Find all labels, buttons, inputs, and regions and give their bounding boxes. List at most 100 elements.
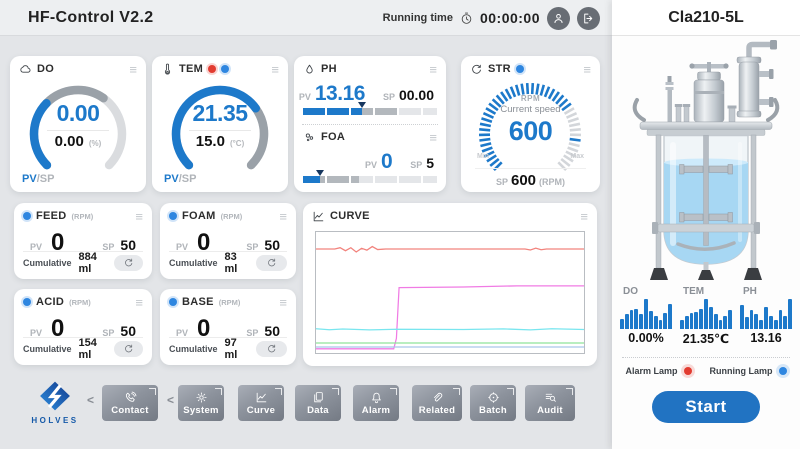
sp-label: SP (246, 328, 259, 338)
sp-label: SP (246, 242, 259, 252)
cumulative-value: 83 ml (224, 250, 238, 275)
curve-icon (256, 392, 266, 402)
nav-data-button[interactable]: Data (295, 385, 341, 421)
foam-bubbles-icon (305, 133, 314, 141)
audit-list-icon (545, 393, 556, 402)
bell-icon (371, 392, 381, 403)
menu-icon[interactable]: ≡ (583, 61, 591, 77)
do-mini-value: 0.00% (628, 331, 664, 345)
card-title: TEM (179, 63, 204, 75)
bottom-nav: HOLVES < Contact < System Curve Data Ala… (0, 381, 612, 425)
cumulative-label: Cumulative (23, 343, 72, 354)
menu-icon[interactable]: ≡ (580, 208, 588, 224)
tem-sp-value: 15.0 (195, 133, 225, 150)
pump-title: FOAM (182, 210, 216, 222)
current-speed-label: Current speed (500, 104, 561, 115)
pump-pv-value: 0 (51, 229, 65, 256)
bioreactor-illustration (632, 40, 780, 280)
nav-label: Batch (479, 404, 507, 416)
gear-icon (195, 391, 207, 403)
pump-running-lamp (169, 298, 177, 306)
ph-foa-card: PH ≡ PV 13.16 SP 00.00 FOA ≡ PV 0 (294, 56, 446, 192)
menu-icon[interactable]: ≡ (279, 294, 287, 310)
ph-slider[interactable] (303, 102, 437, 115)
nav-batch-button[interactable]: Batch (470, 385, 516, 421)
sp-label: /SP (178, 173, 197, 185)
tem-mini-chart: TEM 21.35℃ (680, 286, 732, 346)
nav-curve-button[interactable]: Curve (238, 385, 284, 421)
pv-label: PV (364, 160, 377, 170)
user-button[interactable] (547, 6, 570, 30)
nav-label: Alarm (361, 404, 391, 416)
running-lamp-dot (778, 367, 787, 375)
foa-slider-marker[interactable] (316, 170, 325, 176)
pump-pv-value: 0 (51, 315, 65, 342)
nav-contact-button[interactable]: Contact (102, 385, 158, 421)
alarm-lamp: Alarm Lamp (625, 366, 692, 376)
pump-title: BASE (182, 296, 214, 308)
menu-icon[interactable]: ≡ (279, 208, 287, 224)
reset-cumulative-button[interactable] (255, 254, 287, 271)
do-mini-chart: DO 0.00% (620, 286, 672, 346)
nav-label: Curve (246, 404, 276, 416)
menu-icon[interactable]: ≡ (135, 208, 143, 224)
panel-divider (622, 357, 790, 358)
pump-sp-value: 50 (264, 237, 280, 253)
reset-cumulative-button[interactable] (113, 340, 143, 357)
card-title: PH (321, 63, 337, 75)
nav-system-button[interactable]: System (178, 385, 224, 421)
nav-related-button[interactable]: Related (412, 385, 462, 421)
pump-unit: (RPM) (69, 297, 91, 307)
running-lamp-label: Running Lamp (709, 366, 773, 376)
sp-label: /SP (36, 173, 55, 185)
do-gauge (29, 85, 127, 170)
cumulative-value: 154 ml (78, 336, 97, 361)
card-title: FOA (321, 131, 346, 143)
nav-label: Audit (537, 404, 563, 416)
tem-mini-value: 21.35℃ (682, 332, 730, 346)
chart-icon (313, 211, 324, 221)
droplet-icon (306, 64, 313, 73)
menu-icon[interactable]: ≡ (429, 129, 437, 145)
refresh-icon (268, 258, 276, 267)
brand-name: HOLVES (31, 416, 79, 425)
pump-title: FEED (36, 210, 67, 222)
nav-label: Related (418, 404, 456, 416)
menu-icon[interactable]: ≡ (135, 294, 143, 310)
stir-running-lamp (515, 65, 524, 73)
cumulative-label: Cumulative (23, 257, 72, 268)
reset-cumulative-button[interactable] (255, 340, 287, 357)
nav-back-chevron[interactable]: < (87, 393, 95, 407)
nav-group-chevron[interactable]: < (167, 393, 175, 407)
running-time-value: 00:00:00 (479, 10, 540, 26)
do-unit: (%) (88, 139, 102, 148)
pump-sp-value: 50 (120, 323, 136, 339)
foa-slider[interactable] (303, 170, 437, 183)
rpm-label: RPM (520, 94, 541, 103)
phone-icon (125, 391, 136, 402)
tem-pv-value: 21.35 (192, 100, 248, 126)
nav-audit-button[interactable]: Audit (525, 385, 575, 421)
cooling-lamp (221, 65, 230, 73)
app-title: HF-Control V2.2 (28, 9, 154, 26)
nav-alarm-button[interactable]: Alarm (353, 385, 399, 421)
logout-button[interactable] (577, 6, 600, 30)
pump-pv-value: 0 (197, 315, 211, 342)
pump-running-lamp (23, 212, 31, 220)
menu-icon[interactable]: ≡ (429, 61, 437, 77)
menu-icon[interactable]: ≡ (271, 61, 279, 77)
do-mini-label: DO (623, 286, 638, 297)
holves-logo-icon (40, 381, 70, 411)
start-button[interactable]: Start (652, 391, 760, 423)
ph-slider-marker[interactable] (357, 102, 366, 108)
device-name: Cla210-5L (612, 0, 800, 36)
reset-cumulative-button[interactable] (113, 254, 143, 271)
refresh-icon (268, 344, 276, 353)
top-bar: HF-Control V2.2 Running time 00:00:00 (0, 0, 612, 36)
menu-icon[interactable]: ≡ (129, 61, 137, 77)
trend-chart-plot (316, 245, 584, 350)
pump-title: ACID (36, 296, 65, 308)
brand-logo: HOLVES (26, 381, 84, 425)
foa-sp-value: 5 (426, 155, 434, 171)
tem-card: TEM ≡ 21.35 15.0 (°C) PV/SP (152, 56, 288, 192)
